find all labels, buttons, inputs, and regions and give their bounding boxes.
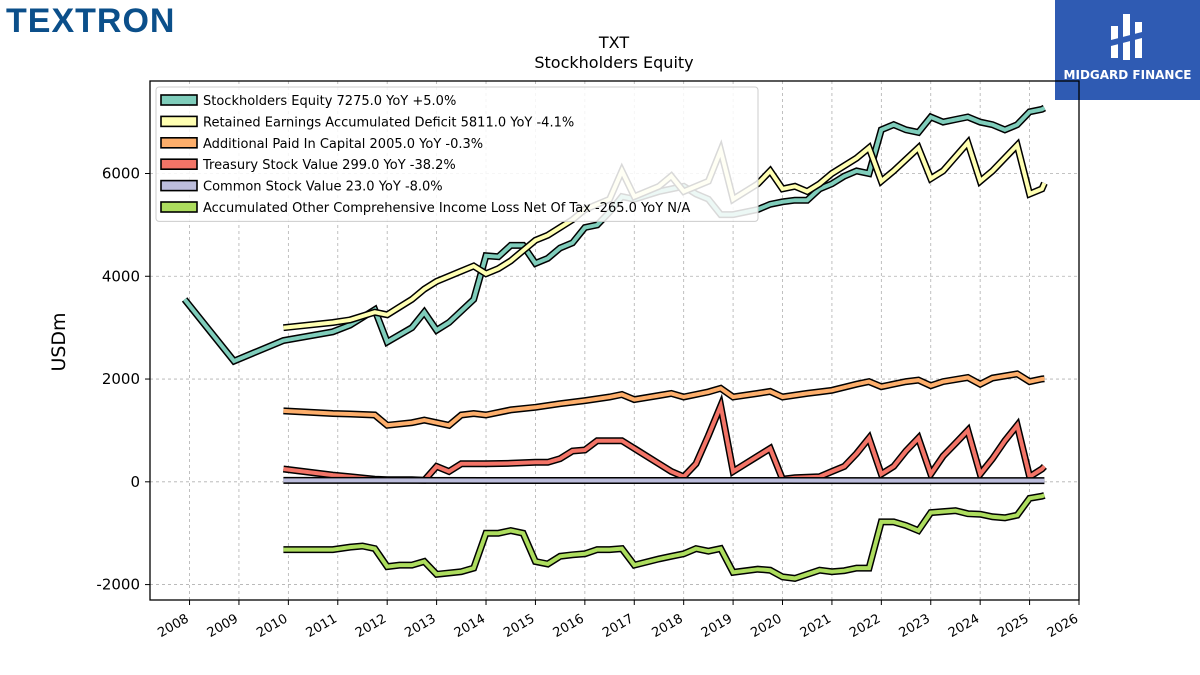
legend-swatch — [160, 158, 198, 170]
x-tick-label: 2008 — [155, 611, 191, 641]
legend-entry: Accumulated Other Comprehensive Income L… — [203, 201, 690, 216]
y-tick-label: 4000 — [102, 267, 140, 285]
chart-title: TXT — [598, 33, 629, 52]
badge-label: MIDGARD FINANCE — [1063, 68, 1192, 82]
x-tick-label: 2023 — [897, 611, 933, 641]
series-5 — [283, 492, 1046, 582]
x-tick-label: 2022 — [847, 611, 883, 641]
x-tick-label: 2012 — [353, 611, 389, 641]
x-tick-label: 2020 — [748, 611, 784, 641]
legend-entry: Common Stock Value 23.0 YoY -8.0% — [203, 180, 443, 195]
legend-swatch — [160, 179, 198, 192]
chart-subtitle: Stockholders Equity — [534, 53, 693, 72]
series-line — [283, 493, 1046, 581]
x-tick-label: 2009 — [205, 611, 241, 641]
x-tick-label: 2021 — [798, 611, 834, 641]
x-tick-label: 2011 — [304, 611, 340, 641]
series-line — [283, 371, 1045, 428]
legend-entry: Treasury Stock Value 299.0 YoY -38.2% — [202, 158, 456, 173]
x-tick-label: 2024 — [946, 611, 982, 641]
x-tick-label: 2025 — [995, 611, 1031, 641]
legend-swatch — [160, 94, 198, 106]
x-tick-label: 2019 — [699, 611, 735, 641]
x-tick-label: 2026 — [1045, 611, 1081, 641]
y-tick-label: 6000 — [102, 164, 140, 182]
y-tick-label: -2000 — [96, 576, 140, 594]
series-3 — [282, 393, 1047, 484]
x-tick-label: 2017 — [600, 611, 636, 641]
x-tick-label: 2018 — [650, 611, 686, 641]
x-tick-label: 2016 — [551, 611, 587, 641]
plot-frame — [149, 80, 1080, 601]
y-tick-label: 2000 — [102, 370, 140, 388]
legend: Stockholders Equity 7275.0 YoY +5.0% Reta… — [155, 86, 759, 222]
legend-entry: Additional Paid In Capital 2005.0 YoY -0… — [203, 137, 483, 152]
legend-entry: Stockholders Equity 7275.0 YoY +5.0% — [203, 94, 456, 109]
legend-entry: Retained Earnings Accumulated Deficit 58… — [203, 115, 574, 130]
legend-swatch — [160, 137, 198, 149]
legend-swatch — [160, 115, 198, 128]
y-tick-label: 0 — [130, 473, 140, 491]
x-tick-label: 2013 — [402, 611, 438, 641]
x-tick-label: 2015 — [501, 611, 537, 641]
y-axis-label: USDm — [48, 312, 70, 371]
x-tick-label: 2010 — [254, 611, 290, 641]
y-axis: -2000 0 2000 4000 6000 — [96, 164, 150, 594]
series-line — [283, 398, 1046, 483]
midgard-logo-icon — [1111, 14, 1142, 60]
x-axis: 2008 2009 2010 2011 2012 2013 2014 2015 2016 2017… — [155, 600, 1081, 641]
legend-box — [155, 86, 759, 222]
legend-swatch — [160, 201, 198, 213]
series-outline — [283, 370, 1045, 430]
textron-logo: TEXTRON — [6, 2, 176, 40]
x-tick-label: 2014 — [452, 611, 488, 641]
series-2 — [283, 370, 1045, 430]
